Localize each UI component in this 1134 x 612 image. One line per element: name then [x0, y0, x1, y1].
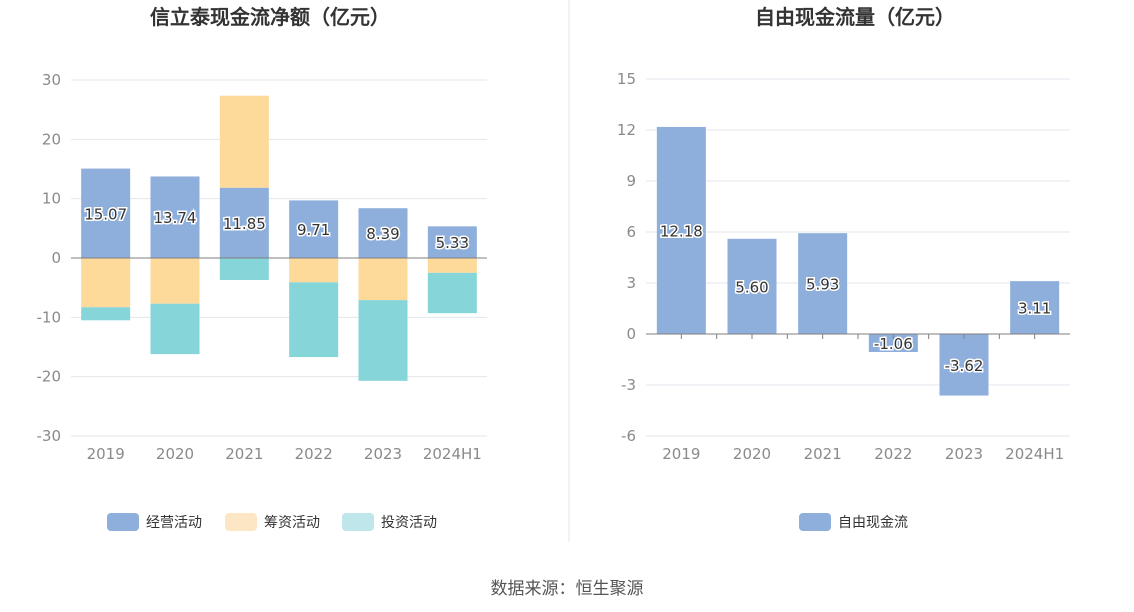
- y-tick-label: -3: [621, 376, 636, 394]
- y-tick-label: 9: [626, 172, 636, 190]
- y-tick-label: 12: [617, 121, 636, 139]
- y-tick-label: -10: [37, 308, 62, 326]
- bar-筹资活动: [427, 258, 477, 273]
- bar-经营活动: [427, 226, 477, 258]
- bar-投资活动: [219, 258, 269, 280]
- x-tick-label: 2019: [662, 445, 700, 463]
- bar-自由现金流: [939, 334, 989, 396]
- x-tick-label: 2024H1: [1005, 445, 1064, 463]
- data-label: 11.85: [223, 215, 266, 233]
- data-label: 8.39: [366, 225, 399, 243]
- bar-投资活动: [81, 307, 131, 321]
- legend-swatch: [107, 513, 139, 531]
- chart-title: 信立泰现金流净额（亿元）: [150, 5, 390, 29]
- data-source-note: 数据来源：恒生聚源: [490, 579, 644, 599]
- x-tick-label: 2019: [87, 445, 125, 463]
- bar-经营活动: [219, 187, 269, 258]
- bar-筹资活动: [358, 258, 408, 301]
- bar-经营活动: [289, 200, 339, 258]
- y-tick-label: 6: [626, 223, 636, 241]
- y-tick-label: 0: [626, 325, 636, 343]
- legend-label: 筹资活动: [264, 514, 320, 531]
- x-tick-label: 2022: [874, 445, 912, 463]
- bar-经营活动: [81, 168, 131, 258]
- data-label: 12.18: [660, 222, 703, 240]
- bar-筹资活动: [219, 95, 269, 188]
- bar-筹资活动: [289, 258, 339, 283]
- legend-swatch: [342, 513, 374, 531]
- x-tick-label: 2021: [225, 445, 263, 463]
- data-label: 9.71: [297, 221, 330, 239]
- bar-筹资活动: [150, 258, 200, 304]
- x-tick-label: 2024H1: [423, 445, 482, 463]
- data-label: 5.33: [436, 234, 469, 252]
- x-tick-label: 2023: [364, 445, 402, 463]
- legend-label: 投资活动: [381, 515, 437, 531]
- legend-label: 自由现金流: [838, 515, 908, 531]
- y-tick-label: -6: [621, 427, 636, 445]
- bar-自由现金流: [727, 238, 777, 334]
- bar-自由现金流: [1010, 281, 1060, 334]
- y-tick-label: -20: [37, 368, 62, 386]
- bar-经营活动: [150, 176, 200, 258]
- bar-自由现金流: [798, 233, 848, 334]
- x-tick-label: 2020: [733, 445, 771, 463]
- y-tick-label: 10: [42, 190, 61, 208]
- legend-swatch: [225, 513, 257, 531]
- bar-筹资活动: [81, 258, 131, 308]
- data-label: 5.93: [806, 276, 839, 294]
- y-tick-label: 15: [617, 70, 636, 88]
- x-tick-label: 2020: [156, 445, 194, 463]
- x-tick-label: 2023: [945, 445, 983, 463]
- bar-自由现金流: [868, 334, 918, 353]
- cash-flow-net-chart: 信立泰现金流净额（亿元） 30 20 10 0 -10 -20 -30 15.07 13.74 11…: [37, 5, 487, 531]
- y-tick-label: 30: [42, 71, 61, 89]
- bar-投资活动: [289, 282, 339, 358]
- y-tick-label: 0: [51, 249, 61, 267]
- x-tick-label: 2022: [295, 445, 333, 463]
- bar-经营活动: [358, 208, 408, 258]
- data-label: 3.11: [1018, 300, 1051, 318]
- y-tick-label: -30: [37, 427, 62, 445]
- bar-投资活动: [427, 272, 477, 314]
- data-label: -3.62: [945, 357, 984, 375]
- bar-投资活动: [150, 303, 200, 355]
- bar-投资活动: [358, 300, 408, 381]
- legend-label: 经营活动: [146, 515, 202, 531]
- data-label: 15.07: [84, 205, 127, 223]
- data-label: 13.74: [154, 209, 197, 227]
- chart-title: 自由现金流量（亿元）: [755, 5, 955, 29]
- legend-swatch: [799, 513, 831, 531]
- free-cash-flow-chart: 自由现金流量（亿元） 15 12 9 6 3 0 -3 -6 12.18 5.60 5.93 -1.06…: [617, 5, 1070, 531]
- bar-自由现金流: [656, 126, 706, 334]
- y-tick-label: 20: [42, 130, 61, 148]
- data-label: -1.06: [874, 335, 913, 353]
- data-label: 5.60: [735, 278, 768, 296]
- y-tick-label: 3: [626, 274, 636, 292]
- x-tick-label: 2021: [804, 445, 842, 463]
